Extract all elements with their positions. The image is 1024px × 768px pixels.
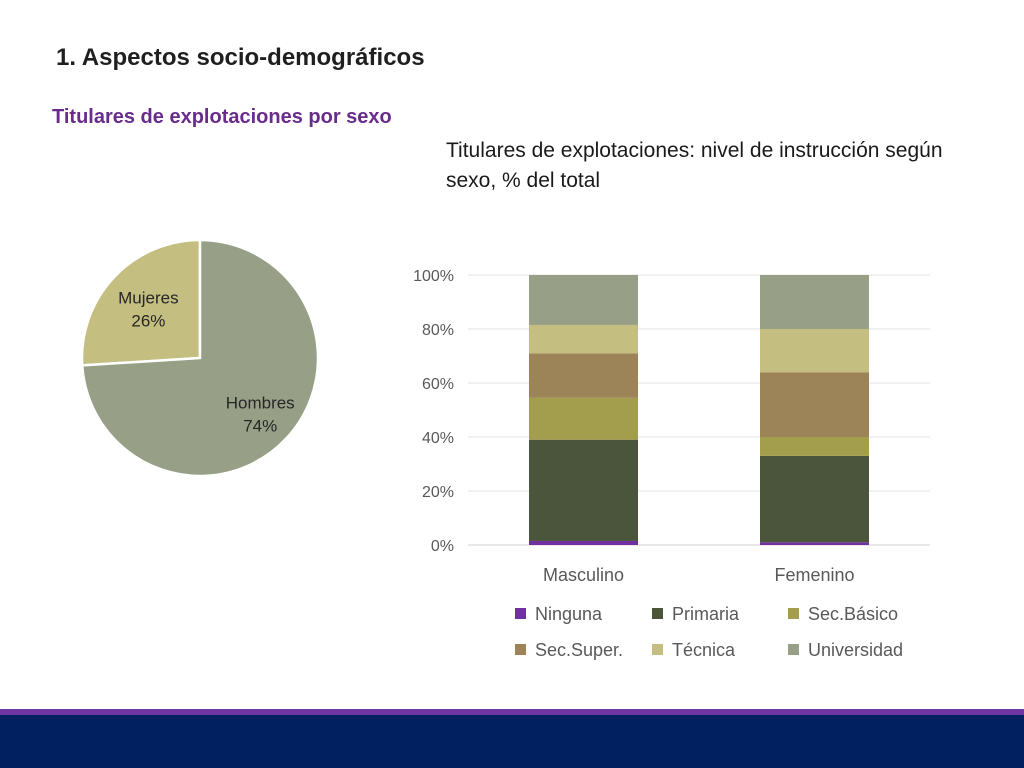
legend-swatch: [652, 608, 663, 619]
pie-slice-mujeres: [80, 238, 202, 367]
legend-swatch: [788, 608, 799, 619]
bar-segment: [529, 353, 638, 398]
legend-swatch: [515, 608, 526, 619]
pie-section-subtitle: Titulares de explotaciones por sexo: [52, 106, 392, 128]
bar-segment: [529, 439, 638, 541]
pie-label-mujeres-value: 26%: [131, 312, 165, 331]
x-category-label: Masculino: [543, 565, 624, 585]
pie-slice-hombres: [80, 238, 320, 478]
legend-swatch: [652, 644, 663, 655]
legend-label: Sec.Básico: [808, 604, 898, 624]
legend-label: Ninguna: [535, 604, 603, 624]
y-tick-label: 20%: [422, 484, 454, 501]
pie-label-hombres-value: 74%: [243, 417, 277, 436]
bar-segment: [760, 455, 869, 543]
bar-segment: [760, 437, 869, 456]
bar-segment: [760, 329, 869, 373]
y-tick-label: 80%: [422, 322, 454, 339]
bar-chart-title: Titulares de explotaciones: nivel de ins…: [446, 139, 943, 192]
y-tick-label: 100%: [413, 268, 454, 285]
legend-label: Técnica: [672, 640, 736, 660]
legend-swatch: [788, 644, 799, 655]
bar-segment: [760, 275, 869, 329]
bar-segment: [529, 397, 638, 440]
y-tick-label: 40%: [422, 430, 454, 447]
legend-swatch: [515, 644, 526, 655]
x-category-label: Femenino: [774, 565, 854, 585]
pie-label-hombres-name: Hombres: [226, 394, 295, 413]
stacked-bar-chart: 0% 20% 40% 60% 80% 100% Masculino Femenino Ningu…: [413, 268, 930, 660]
slide-title: 1. Aspectos socio-demográficos: [56, 44, 425, 71]
bar-segment: [529, 324, 638, 354]
bar-segment: [529, 275, 638, 325]
legend-label: Universidad: [808, 640, 903, 660]
bar-segment: [760, 372, 869, 437]
y-tick-label: 0%: [431, 538, 454, 555]
footer-band: [0, 715, 1024, 768]
pie-chart: Mujeres 26% Hombres 74%: [80, 238, 320, 478]
bar-segment: [529, 540, 638, 545]
legend-label: Primaria: [672, 604, 740, 624]
legend-label: Sec.Super.: [535, 640, 623, 660]
footer-accent-line: [0, 709, 1024, 715]
y-tick-label: 60%: [422, 376, 454, 393]
bar-segment: [760, 542, 869, 545]
pie-label-mujeres-name: Mujeres: [118, 289, 178, 308]
